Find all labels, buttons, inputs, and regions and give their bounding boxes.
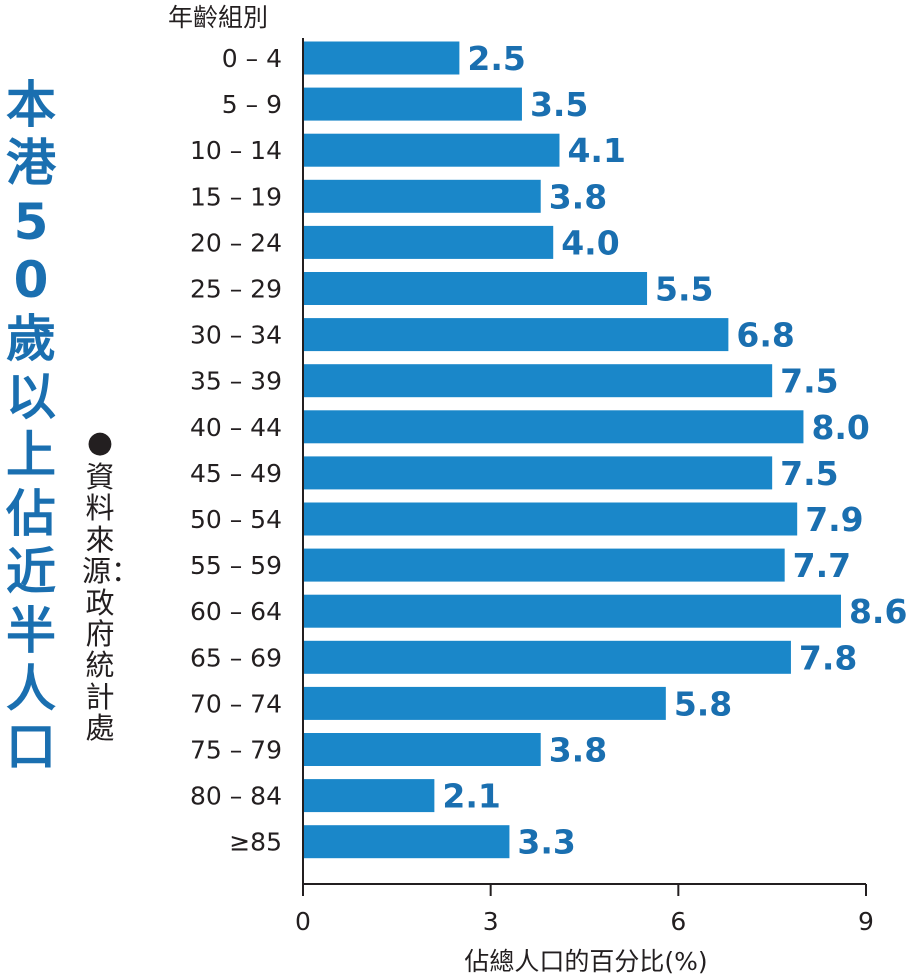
x-tick-label: 6 (670, 907, 686, 936)
data-label: 4.0 (561, 223, 619, 262)
data-label: 7.7 (793, 546, 851, 585)
y-tick-label: 10 – 14 (190, 136, 282, 165)
y-tick-label: ≥85 (229, 828, 282, 857)
source-bullet: ● (86, 425, 114, 460)
bar (304, 364, 773, 398)
y-tick-label: 40 – 44 (190, 413, 282, 442)
bar (304, 87, 522, 121)
y-tick-label: 25 – 29 (190, 275, 282, 304)
y-tick-label: 50 – 54 (190, 505, 282, 534)
bar (304, 594, 841, 628)
data-label: 3.5 (530, 85, 588, 124)
data-label: 6.8 (736, 316, 794, 355)
bar (304, 272, 648, 305)
y-tick-label: 70 – 74 (190, 689, 282, 718)
chart-title: 本港50歲以上佔近半人口 (6, 76, 56, 777)
bar (304, 318, 729, 352)
data-label: 2.5 (467, 39, 525, 78)
x-tick-label: 3 (483, 907, 499, 936)
data-label: 8.0 (811, 408, 869, 447)
bar (304, 410, 804, 444)
y-tick-label: 0 – 4 (222, 44, 282, 73)
y-tick-label: 5 – 9 (222, 90, 282, 119)
data-label: 4.1 (567, 131, 625, 170)
data-label: 7.5 (780, 454, 838, 493)
bar (304, 640, 791, 674)
data-label: 3.8 (549, 731, 607, 770)
bar (304, 179, 541, 213)
y-axis-label: 年齡組別 (168, 3, 268, 32)
y-tick-label: 35 – 39 (190, 367, 282, 396)
x-tick-label: 9 (858, 907, 874, 936)
x-axis-label: 佔總人口的百分比(%) (464, 947, 707, 976)
y-tick-label: 55 – 59 (190, 551, 282, 580)
bar (304, 133, 560, 167)
y-tick-label: 60 – 64 (190, 597, 282, 626)
data-label: 2.1 (442, 777, 500, 816)
data-label: 7.8 (799, 638, 857, 677)
y-tick-label: 20 – 24 (190, 228, 282, 257)
data-label: 3.3 (517, 823, 575, 862)
y-tick-label: 80 – 84 (190, 782, 282, 811)
bar (304, 225, 554, 259)
bar (304, 779, 435, 813)
bar (304, 825, 510, 859)
bar (304, 41, 460, 75)
bar (304, 456, 773, 490)
bar (304, 548, 785, 582)
data-label: 7.5 (780, 362, 838, 401)
bar (304, 502, 798, 536)
y-tick-label: 45 – 49 (190, 459, 282, 488)
bar (304, 686, 666, 720)
data-label: 5.5 (655, 270, 713, 309)
data-label: 5.8 (674, 684, 732, 723)
data-label: 7.9 (805, 500, 863, 539)
x-tick-label: 0 (295, 907, 311, 936)
y-tick-label: 65 – 69 (190, 643, 282, 672)
bar (304, 733, 541, 766)
data-label: 3.8 (549, 177, 607, 216)
y-tick-label: 30 – 34 (190, 321, 282, 350)
y-tick-label: 15 – 19 (190, 182, 282, 211)
data-label: 8.6 (849, 592, 907, 631)
y-tick-label: 75 – 79 (190, 736, 282, 765)
